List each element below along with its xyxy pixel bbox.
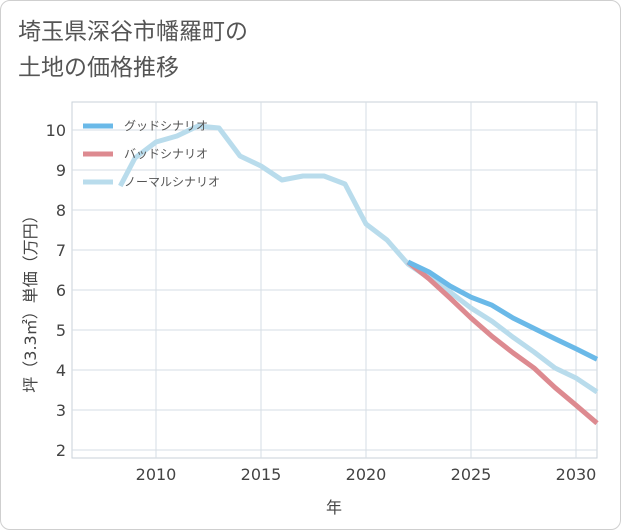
- chart-title-line-2: 土地の価格推移: [18, 55, 179, 81]
- x-tick-label: 2030: [556, 465, 597, 484]
- legend-label-2: ノーマルシナリオ: [124, 175, 220, 189]
- y-tick-label: 9: [56, 161, 66, 180]
- legend-label-0: グッドシナリオ: [124, 119, 208, 133]
- y-tick-label: 4: [56, 361, 66, 380]
- grid-lines: [72, 102, 597, 458]
- x-tick-label: 2020: [346, 465, 387, 484]
- y-tick-label: 3: [56, 401, 66, 420]
- x-tick-label: 2025: [451, 465, 492, 484]
- legend-label-1: バッドシナリオ: [124, 147, 208, 161]
- x-tick-label: 2010: [136, 465, 177, 484]
- x-tick-label: 2015: [241, 465, 282, 484]
- series-line-0: [406, 259, 599, 362]
- y-tick-label: 6: [56, 281, 66, 300]
- y-tick-label: 8: [56, 201, 66, 220]
- y-tick-label: 2: [56, 441, 66, 460]
- y-axis-title: 坪（3.3㎡）単価（万円）: [21, 207, 40, 392]
- x-axis-title: 年: [326, 498, 342, 517]
- chart-title-line-1: 埼玉県深谷市幡羅町の: [18, 19, 248, 45]
- chart-title: 埼玉県深谷市幡羅町の 土地の価格推移: [18, 14, 248, 86]
- y-tick-label: 5: [56, 321, 66, 340]
- y-tick-label: 10: [46, 121, 66, 140]
- series-line-2: [118, 123, 599, 395]
- plot-area: [71, 101, 598, 459]
- y-tick-label: 7: [56, 241, 66, 260]
- series-lines: [118, 123, 599, 426]
- x-tick-labels: 2010 2015 2020 2025 2030: [136, 465, 597, 484]
- y-tick-labels: 2 3 4 5 6 7 8 9 10: [46, 121, 66, 460]
- series-line-1: [406, 260, 599, 426]
